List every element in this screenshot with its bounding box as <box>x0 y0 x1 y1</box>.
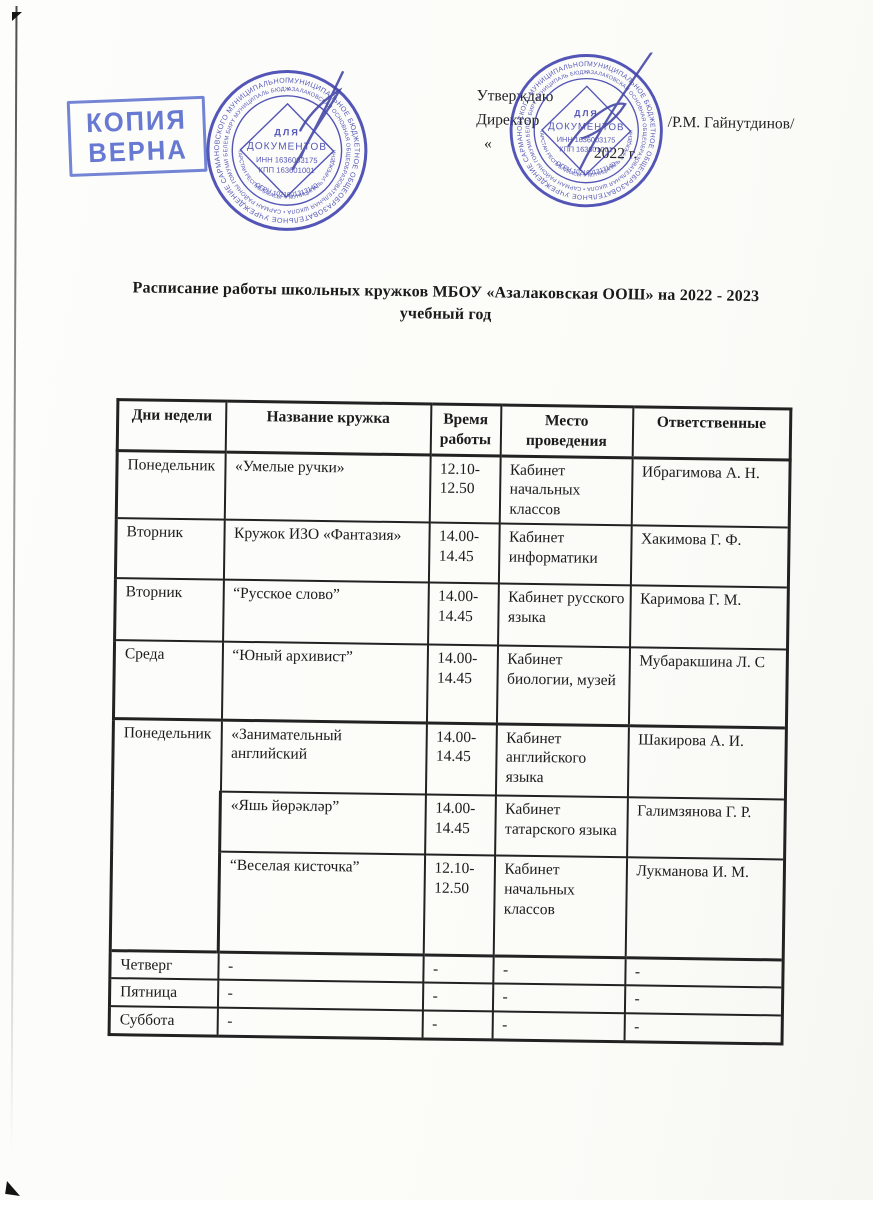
cell-person: Хакимова Г. Ф. <box>630 525 790 588</box>
header-club-name: Название кружка <box>225 401 431 455</box>
cell-place: - <box>492 955 626 986</box>
seal-kpp: КПП 163601001 <box>259 165 315 175</box>
cell-place: Кабинет татарского языка <box>494 795 628 858</box>
cell-club: “Юный архивист” <box>221 641 428 723</box>
copy-verna-stamp: КОПИЯ ВЕРНА <box>66 95 208 177</box>
cell-person: - <box>624 1013 783 1045</box>
cell-time: 14.00-14.45 <box>424 794 496 856</box>
cell-club: «Умелые ручки» <box>224 451 431 523</box>
cell-time: 12.10-12.50 <box>423 854 495 956</box>
header-location: Место проведения <box>500 404 633 458</box>
cell-place: Кабинет английского языка <box>495 723 629 798</box>
round-seal-right: МУНИЦИПАЛЬНОЕ БЮДЖЕТНОЕ ОБЩЕОБРАЗОВАТЕЛЬ… <box>506 50 663 208</box>
document-title: Расписание работы школьных кружков МБОУ … <box>56 276 837 331</box>
cell-day: Четверг <box>109 950 219 981</box>
scan-corner-mark-top <box>12 12 22 21</box>
cell-time: 14.00-14.45 <box>428 522 500 584</box>
schedule-table: Дни недели Название кружка Время работы … <box>108 398 793 1046</box>
cell-club: «Яшь йөрәкләр” <box>219 791 426 855</box>
round-seal-left: МУНИЦИПАЛЬНОЕ БЮДЖЕТНОЕ ОБЩЕОБРАЗОВАТЕЛЬ… <box>203 66 368 231</box>
cell-person: - <box>624 957 784 988</box>
approval-director-name: /Р.М. Гайнутдинов/ <box>667 113 795 133</box>
cell-place: Кабинет русского языка <box>497 583 631 648</box>
cell-day: Понедельник <box>116 450 226 520</box>
header-work-time: Время работы <box>430 403 501 456</box>
seal-center-line1: ДЛЯ <box>574 108 598 118</box>
cell-club: - <box>217 980 423 1011</box>
cell-club: “Веселая кисточка” <box>218 851 425 955</box>
copy-stamp-line1: КОПИЯ <box>85 104 188 139</box>
cell-person: Ибрагимова А. Н. <box>631 457 791 528</box>
cell-day: Суббота <box>109 1006 218 1037</box>
cell-place: - <box>492 983 625 1014</box>
copy-stamp-line2: ВЕРНА <box>87 134 188 169</box>
cell-club: «Занимательный английский <box>220 719 427 795</box>
cell-day: Понедельник <box>110 718 222 952</box>
header-days: Дни недели <box>117 399 226 452</box>
cell-place: Кабинет биологии, музей <box>496 645 630 726</box>
cell-time: 12.10-12.50 <box>429 454 501 524</box>
cell-person: Шакирова А. И. <box>627 725 787 800</box>
cell-person: Мубаракшина Л. С <box>628 647 788 728</box>
cell-club: Кружок ИЗО «Фантазия» <box>223 519 430 583</box>
seal-center-line2: ДОКУМЕНТОВ <box>247 141 327 153</box>
cell-day: Вторник <box>115 518 225 580</box>
table-row: Вторник Кружок ИЗО «Фантазия» 14.00-14.4… <box>115 518 790 588</box>
cell-day: Пятница <box>109 978 218 1008</box>
cell-time: - <box>422 1010 493 1041</box>
cell-person: - <box>624 985 783 1016</box>
cell-time: 14.00-14.45 <box>425 722 497 796</box>
cell-person: Каримова Г. М. <box>629 585 789 650</box>
cell-place: - <box>492 1011 625 1042</box>
cell-time: - <box>422 954 494 984</box>
approval-date-quote: « <box>483 135 492 153</box>
cell-place: Кабинет начальных классов <box>499 455 633 526</box>
table-header-row: Дни недели Название кружка Время работы … <box>117 399 791 460</box>
cell-time: 14.00-14.45 <box>427 582 499 646</box>
cell-day: Среда <box>113 640 223 720</box>
header-responsible: Ответственные <box>632 406 791 460</box>
cell-place: Кабинет информатики <box>498 523 632 586</box>
cell-person: Лукманова И. М. <box>625 857 785 960</box>
seal-inn: ИНН 1636003175 <box>557 135 616 145</box>
cell-day: Вторник <box>114 578 224 642</box>
cell-time: 14.00-14.45 <box>426 644 498 724</box>
pen-signature-stroke-left <box>291 71 344 170</box>
seal-inn: ИНН 1636003175 <box>256 155 318 165</box>
table-row: Вторник “Русское слово” 14.00-14.45 Каби… <box>114 578 789 650</box>
cell-club: - <box>217 1007 423 1040</box>
cell-person: Галимзянова Г. Р. <box>626 797 786 860</box>
seal-kpp: КПП 163601001 <box>559 144 613 154</box>
pen-signature-stroke-right <box>567 50 655 171</box>
table-row: Понедельник «Занимательный английский 14… <box>110 718 787 952</box>
table-row: Понедельник «Умелые ручки» 12.10-12.50 К… <box>116 450 791 528</box>
cell-club: “Русское слово” <box>222 579 429 645</box>
cell-club: - <box>217 951 424 983</box>
table-row: Среда “Юный архивист” 14.00-14.45 Кабине… <box>113 640 788 728</box>
seal-center-line1: ДЛЯ <box>274 127 300 137</box>
cell-time: - <box>422 982 493 1012</box>
cell-place: Кабинет начальных классов <box>493 855 627 958</box>
